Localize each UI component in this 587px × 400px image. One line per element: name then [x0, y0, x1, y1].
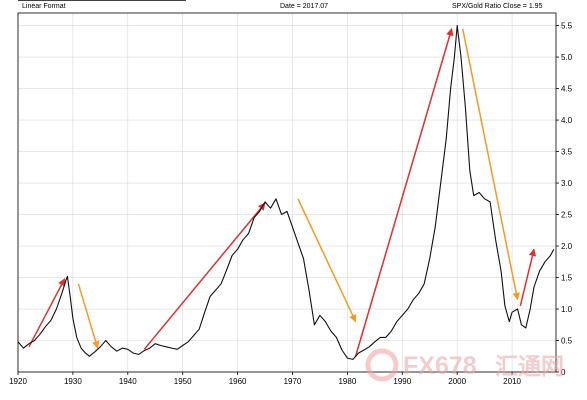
header-format-label: Linear Format [22, 3, 66, 10]
x-tick-label: 1930 [64, 377, 82, 386]
y-tick-label: 2.5 [561, 211, 573, 220]
y-tick-label: 0 [561, 368, 566, 377]
down-trend-arrow [297, 198, 357, 323]
y-tick-label: 3.0 [561, 179, 573, 188]
watermark-brand: FX678 [403, 352, 477, 380]
fx678-watermark: FX678 汇通网 [365, 348, 564, 382]
series-layer [17, 25, 555, 360]
y-tick-label: 2.0 [561, 242, 573, 251]
x-tick-label: 1920 [9, 377, 27, 386]
plot-frame [17, 12, 557, 373]
up-trend-arrow [354, 28, 454, 357]
y-tick-label: 3.5 [561, 148, 573, 157]
x-tick-label: 2010 [503, 377, 521, 386]
down-trend-arrow [77, 283, 100, 349]
x-tick-label: 1940 [119, 377, 137, 386]
x-tick-label: 1950 [174, 377, 192, 386]
x-axis-ticks: 1920 1930 1940 1950 1960 1970 1980 1990 2000 2010 [9, 372, 522, 386]
x-tick-label: 1990 [393, 377, 411, 386]
x-tick-label: 1960 [229, 377, 247, 386]
up-trend-arrow [28, 278, 66, 348]
y-tick-label: 4.5 [561, 85, 573, 94]
y-tick-label: 0.5 [561, 337, 573, 346]
watermark-cn: 汇通网 [495, 354, 564, 380]
trend-arrows [28, 28, 537, 357]
y-tick-label: 5.0 [561, 53, 573, 62]
x-tick-label: 2000 [448, 377, 466, 386]
header-close-label: SPX/Gold Ratio Close = 1.95 [452, 3, 543, 10]
grid [17, 13, 556, 373]
y-tick-label: 5.5 [561, 22, 573, 31]
y-axis-ticks: 0 0.5 1.0 1.5 2.0 2.5 3.0 3.5 4.0 4.5 5.0 5.5 [556, 22, 573, 377]
header-date-label: Date = 2017.07 [280, 3, 328, 10]
y-tick-label: 1.5 [561, 274, 573, 283]
y-tick-label: 4.0 [561, 116, 573, 125]
up-trend-arrow [143, 202, 266, 350]
x-tick-label: 1970 [284, 377, 302, 386]
ratio-series-line [17, 25, 555, 360]
y-tick-label: 1.0 [561, 305, 573, 314]
up-trend-arrow [519, 248, 537, 307]
down-trend-arrow [461, 28, 520, 301]
x-tick-label: 1980 [338, 377, 356, 386]
watermark-logo-icon [365, 348, 399, 382]
